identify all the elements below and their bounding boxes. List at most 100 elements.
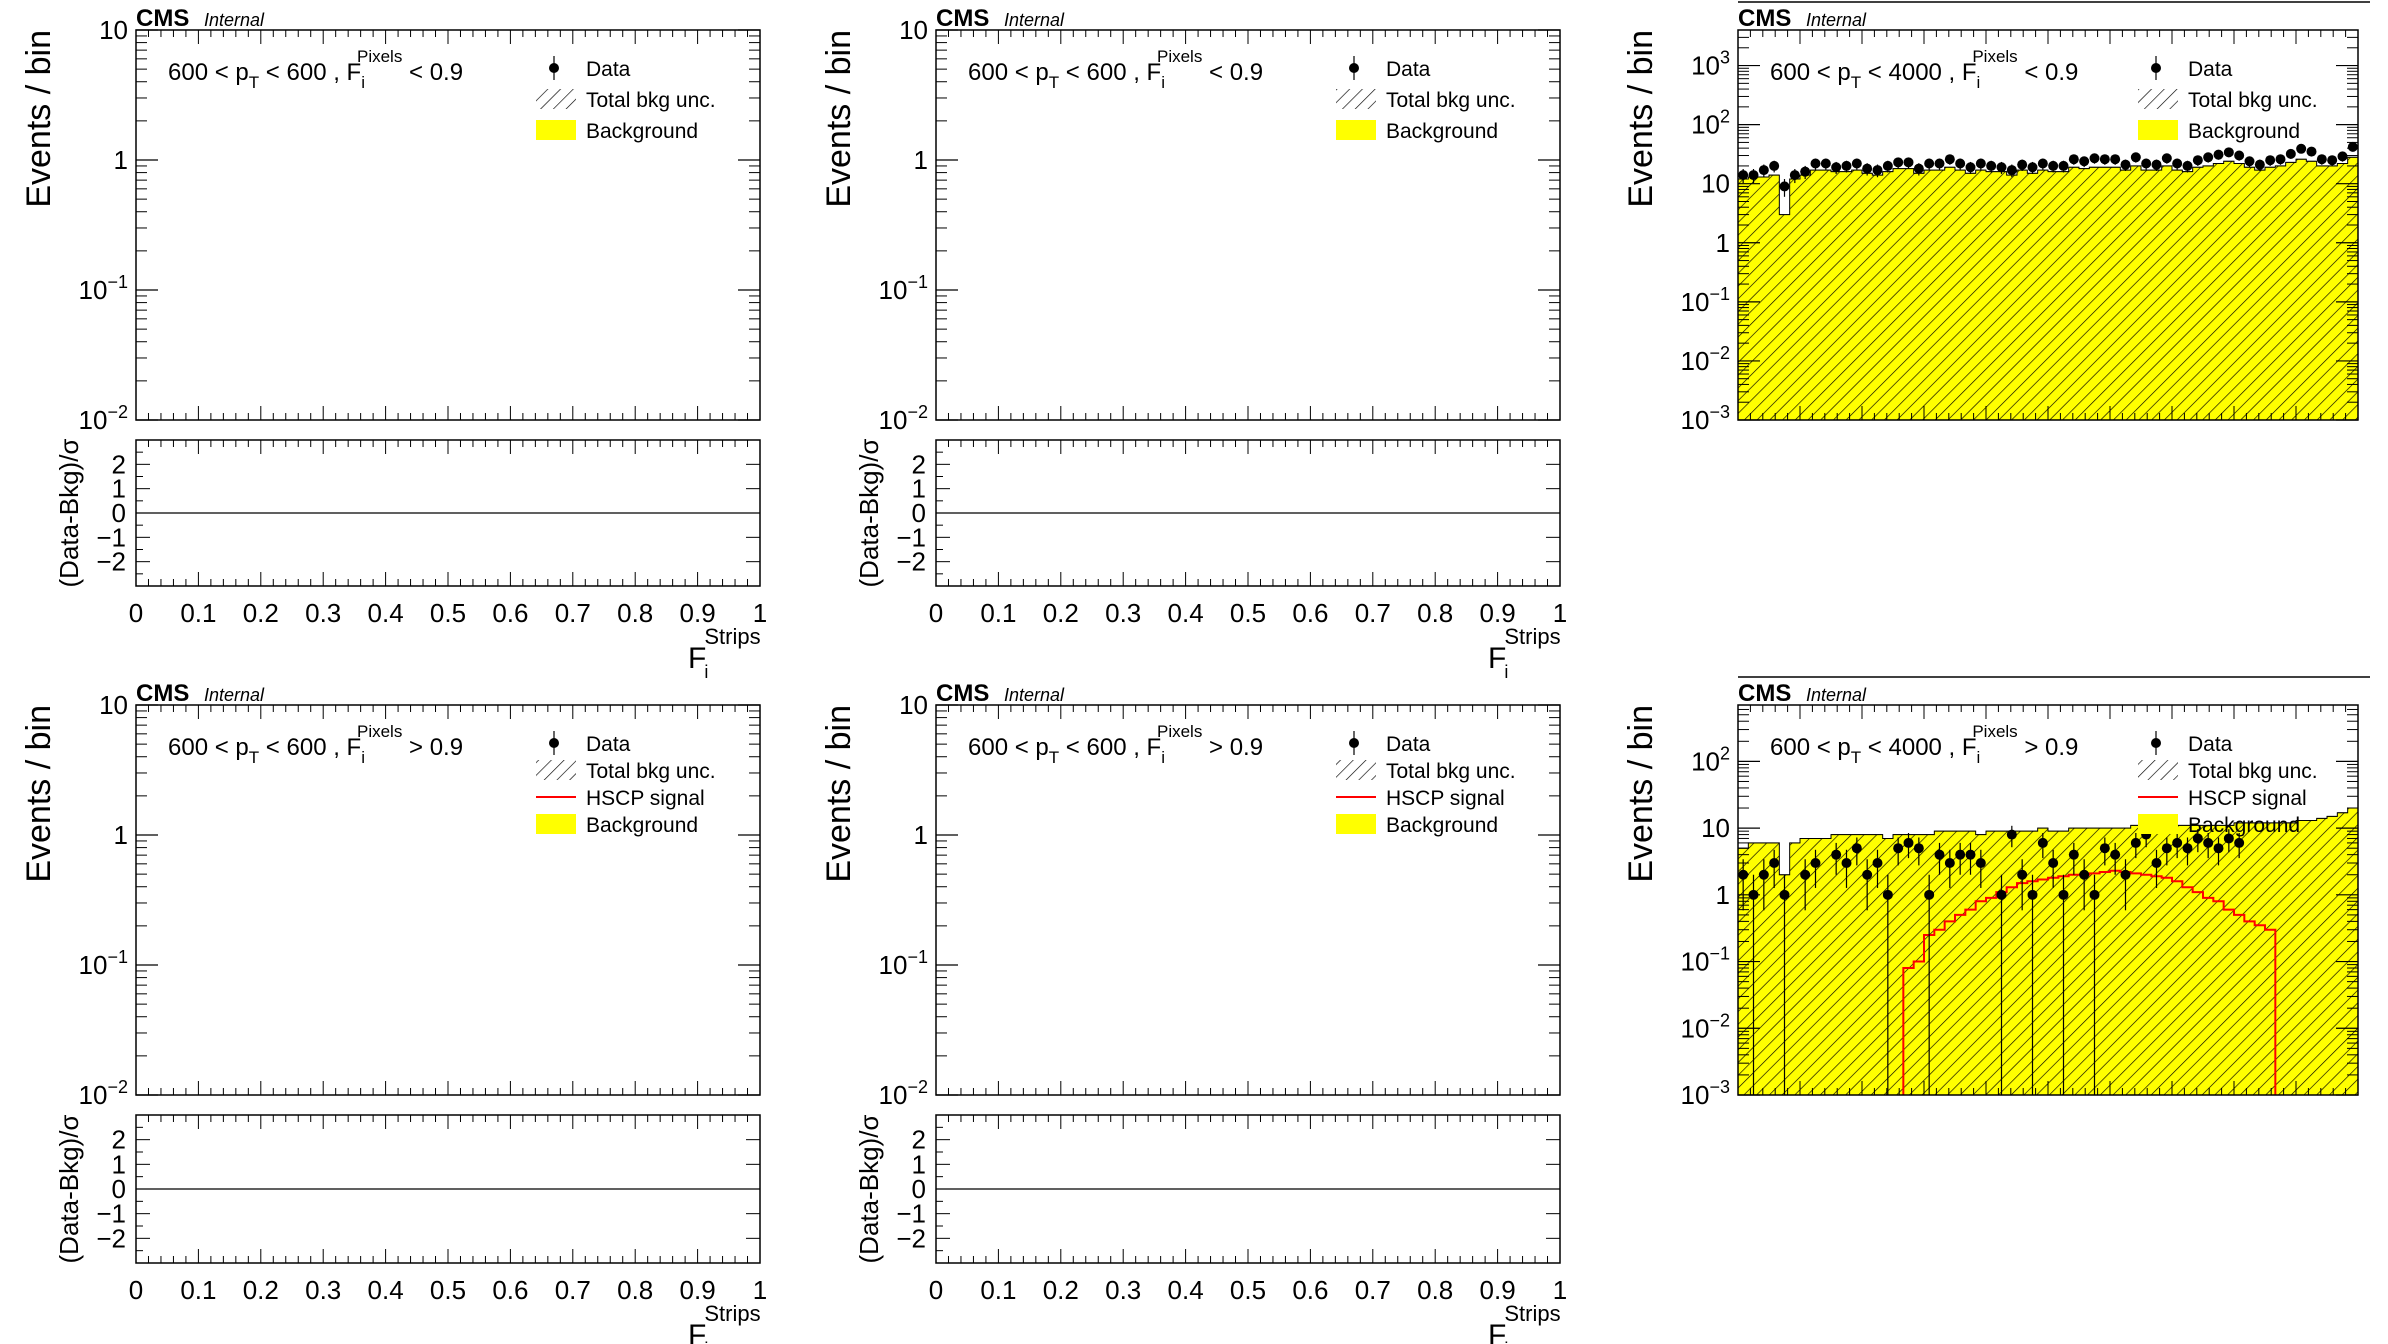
data-point	[2182, 160, 2193, 171]
data-point	[2285, 148, 2296, 159]
cut-label-part: Pixels	[357, 47, 402, 66]
cut-label-part: 600 < p	[968, 59, 1049, 86]
cut-label-part: i	[361, 748, 365, 767]
y-tick-label-part: 10	[879, 275, 908, 305]
data-point	[2213, 843, 2224, 854]
y-tick-label-part: 10	[1681, 405, 1710, 435]
status-label: Internal	[1004, 685, 1065, 705]
x-tick-label: 0.6	[1292, 598, 1328, 628]
data-point	[1872, 857, 1883, 868]
x-tick-label: 1	[753, 598, 767, 628]
cut-label-part: Pixels	[1972, 722, 2017, 741]
data-point	[2017, 869, 2028, 880]
data-point	[1758, 869, 1769, 880]
cut-label-part: > 0.9	[2018, 734, 2079, 761]
legend-bkg-swatch	[1336, 814, 1376, 834]
data-point	[1862, 163, 1873, 174]
x-tick-label: 0.1	[980, 1275, 1016, 1305]
y-tick-label-part: 2	[1720, 743, 1730, 763]
y-tick-label-part: 1	[1716, 880, 1730, 910]
cut-label-part: > 0.9	[402, 734, 463, 761]
y-tick-label-part: 10	[99, 690, 128, 720]
y-axis-title: Events / bin	[20, 30, 58, 208]
x-axis-title-part: i	[1504, 662, 1508, 682]
data-point	[1831, 849, 1842, 860]
data-point	[2068, 154, 2079, 165]
data-point	[1996, 889, 2007, 900]
status-label: Internal	[1004, 10, 1065, 30]
data-point	[1955, 849, 1966, 860]
y-tick-label-part: −2	[1709, 1010, 1730, 1030]
y-tick-label: 10−2	[79, 1077, 128, 1110]
x-tick-label: 0.8	[1417, 598, 1453, 628]
data-point	[1924, 158, 1935, 169]
x-axis-title: Fi Strips	[1488, 624, 1561, 682]
data-point	[2089, 889, 2100, 900]
y-tick-label: 10	[899, 15, 928, 45]
cut-label-part: T	[1851, 748, 1861, 767]
cut-label-part: Pixels	[1972, 47, 2017, 66]
x-axis-title-part: Strips	[1504, 1301, 1560, 1326]
ratio-y-title: (Data-Bkg)/σ	[854, 439, 884, 588]
data-point	[1810, 857, 1821, 868]
data-point	[2234, 837, 2245, 848]
cut-label-part: Pixels	[357, 722, 402, 741]
y-tick-label-part: −3	[1709, 402, 1730, 422]
y-tick-label: 10	[1701, 169, 1730, 199]
data-point	[2223, 833, 2234, 844]
y-tick-label: 10−1	[879, 947, 928, 980]
y-tick-label-part: 10	[1681, 1080, 1710, 1110]
data-point	[2192, 833, 2203, 844]
ratio-tick-label: 2	[112, 1125, 126, 1155]
data-point	[2265, 155, 2276, 166]
x-tick-label: 0.8	[617, 598, 653, 628]
cms-label: CMS	[936, 5, 989, 32]
status-label: Internal	[204, 685, 265, 705]
data-point	[2006, 829, 2017, 840]
data-point	[2182, 843, 2193, 854]
legend-data-marker	[1349, 63, 1359, 73]
legend-bkg-swatch	[2138, 814, 2178, 834]
y-tick-label-part: 10	[1691, 746, 1720, 776]
legend-bkg-swatch	[2138, 120, 2178, 140]
legend-label-unc: Total bkg unc.	[2188, 760, 2318, 783]
ratio-tick-label: 0	[112, 498, 126, 528]
x-tick-label: 0	[929, 598, 943, 628]
y-tick-label-part: −2	[107, 402, 128, 422]
cut-label-part: Pixels	[1157, 47, 1202, 66]
x-tick-label: 0.5	[1230, 598, 1266, 628]
cut-label-part: < 0.9	[402, 59, 463, 86]
data-point	[2058, 160, 2069, 171]
x-tick-label: 0.3	[305, 598, 341, 628]
status-label: Internal	[1806, 10, 1867, 30]
ratio-tick-label: −1	[96, 522, 126, 552]
x-axis-title-part: F	[688, 642, 706, 675]
x-axis-title-part: i	[1504, 1339, 1508, 1344]
ratio-tick-label: −2	[96, 547, 126, 577]
legend-label-data: Data	[2188, 733, 2233, 756]
hscp-signal-histogram	[1902, 869, 2277, 1095]
data-point	[2079, 156, 2090, 167]
status-label: Internal	[204, 10, 265, 30]
y-tick-label-part: 10	[1701, 813, 1730, 843]
legend-label-data: Data	[586, 58, 631, 81]
y-tick-label-part: 2	[1720, 107, 1730, 127]
cut-label-part: < 4000 , F	[1861, 59, 1976, 86]
ratio-tick-label: 1	[912, 1149, 926, 1179]
y-tick-label: 1	[914, 820, 928, 850]
data-point	[2130, 837, 2141, 848]
legend-label-unc: Total bkg unc.	[586, 760, 716, 783]
data-point	[2347, 141, 2358, 152]
data-point	[1893, 843, 1904, 854]
legend-unc-swatch	[1336, 760, 1376, 780]
data-point	[2027, 889, 2038, 900]
data-point	[2161, 843, 2172, 854]
data-point	[2110, 154, 2121, 165]
cms-label: CMS	[1738, 5, 1791, 32]
y-tick-label-part: −2	[907, 1077, 928, 1097]
data-point	[1996, 162, 2007, 173]
data-point	[1758, 165, 1769, 176]
legend-unc-swatch	[2138, 760, 2178, 780]
ratio-tick-label: 0	[112, 1174, 126, 1204]
